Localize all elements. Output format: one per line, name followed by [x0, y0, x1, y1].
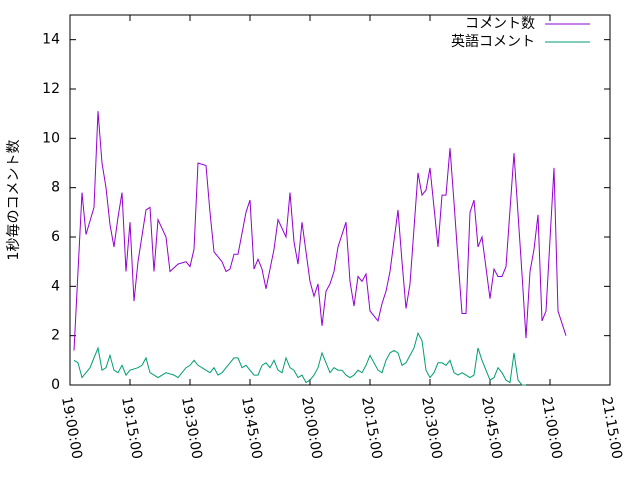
legend-label: コメント数	[465, 16, 535, 32]
data-line	[73, 111, 567, 351]
y-tick-label: 10	[42, 130, 60, 146]
y-tick-label: 8	[51, 180, 60, 196]
data-line	[73, 331, 526, 386]
y-tick-label: 12	[42, 81, 60, 97]
y-tick-label: 2	[51, 328, 60, 344]
legend-label: 英語コメント	[451, 33, 535, 50]
y-tick-label: 14	[42, 32, 60, 48]
y-tick-label: 6	[51, 229, 60, 245]
y-tick-label: 0	[51, 377, 60, 393]
y-tick-label: 4	[51, 278, 60, 294]
y-axis-label: 1秒毎のコメント数	[6, 140, 22, 261]
plot-border	[69, 14, 611, 386]
